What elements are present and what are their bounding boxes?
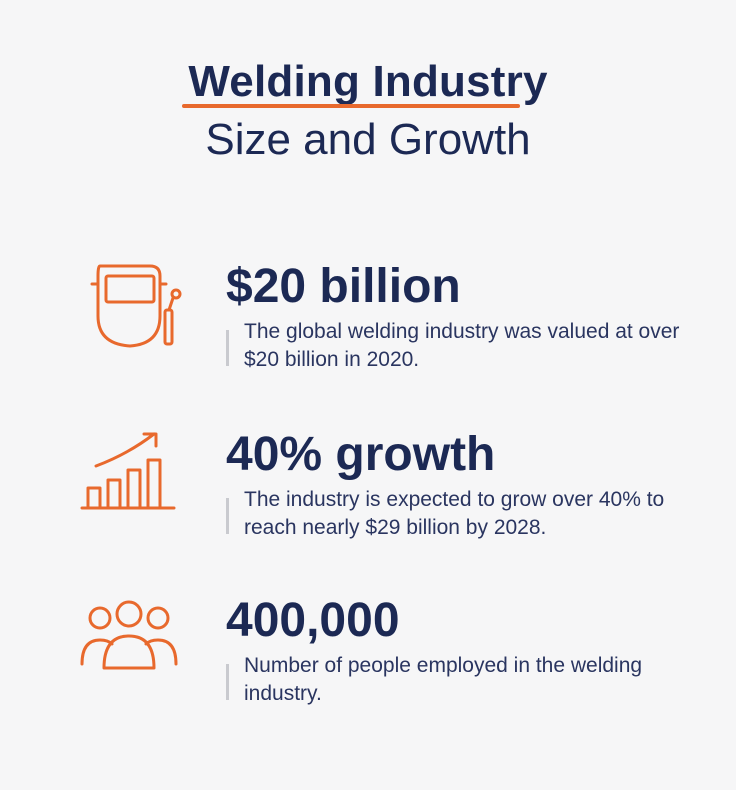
stat-growth: 40% growth The industry is expected to g… bbox=[0, 426, 736, 566]
stat-divider bbox=[226, 330, 229, 366]
title-block: Welding Industry Size and Growth bbox=[0, 54, 736, 168]
stat-divider bbox=[226, 498, 229, 534]
stat-description: The global welding industry was valued a… bbox=[244, 320, 680, 371]
people-group-icon bbox=[78, 592, 188, 692]
stat-description: The industry is expected to grow over 40… bbox=[244, 488, 665, 539]
stat-employment: 400,000 Number of people employed in the… bbox=[0, 592, 736, 732]
stat-value: 40% growth bbox=[226, 428, 496, 481]
stat-value: 400,000 bbox=[226, 594, 400, 647]
title-underline bbox=[182, 104, 520, 108]
stat-revenue: $20 billion The global welding industry … bbox=[0, 258, 736, 398]
title-main: Welding Industry bbox=[182, 54, 548, 110]
stat-value: $20 billion bbox=[226, 260, 461, 313]
stat-description: Number of people employed in the welding… bbox=[244, 654, 643, 705]
welding-helmet-icon bbox=[78, 258, 188, 358]
title-sub: Size and Growth bbox=[205, 115, 531, 164]
growth-chart-icon bbox=[78, 426, 188, 526]
title-main-text: Welding Industry bbox=[188, 57, 548, 106]
stat-divider bbox=[226, 664, 229, 700]
